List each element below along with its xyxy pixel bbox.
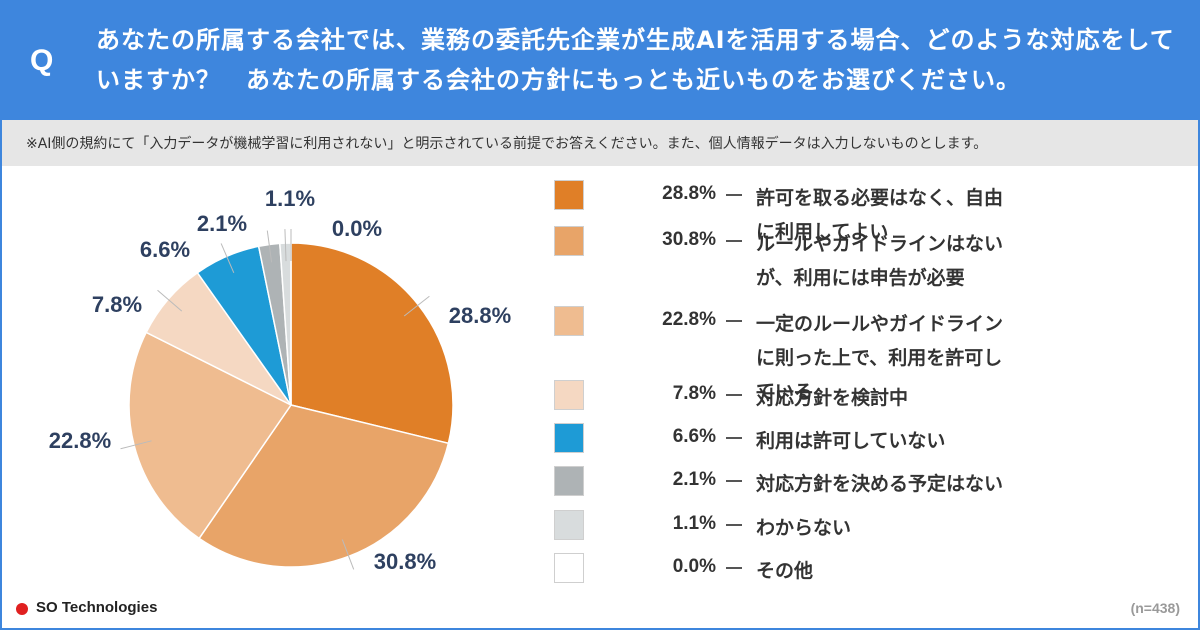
- legend-dash: [726, 437, 742, 439]
- sample-size: (n=438): [1130, 600, 1180, 616]
- legend-dash: [726, 567, 742, 569]
- legend-swatch: [554, 553, 584, 583]
- legend-dash: [726, 394, 742, 396]
- pie-data-label: 0.0%: [332, 216, 382, 241]
- pie-leader-line: [220, 243, 235, 274]
- pie-chart: 28.8% 30.8% 22.8% 7.8% 6.6% 2.1% 1.1% 0.0%: [49, 186, 511, 574]
- legend-dash: [726, 524, 742, 526]
- pie-leader-line: [403, 295, 430, 317]
- logo-text: SO Technologies: [36, 599, 158, 616]
- note-text: ※AI側の規約にて「入力データが機械学習に利用されない」と明示されている前提でお…: [26, 136, 988, 152]
- legend-value: 22.8%: [662, 309, 716, 330]
- legend-value: 6.6%: [672, 426, 716, 447]
- legend-swatch: [554, 306, 584, 336]
- legend-label: 対応方針を決める予定はない: [756, 473, 1004, 495]
- legend-label: わからない: [756, 517, 852, 539]
- pie-leader-line: [120, 440, 152, 450]
- legend-label: 許可を取る必要はなく、自由に利用してよい: [756, 187, 1004, 243]
- legend-label: 利用は許可していない: [756, 430, 946, 452]
- pie-data-label: 2.1%: [197, 211, 247, 236]
- legend-value: 1.1%: [672, 513, 716, 534]
- pie-leader-line: [157, 289, 183, 312]
- q-mark: Q: [30, 44, 54, 77]
- logo-dot-icon: [16, 603, 28, 615]
- legend-label: ルールやガイドラインはないが、利用には申告が必要: [756, 233, 1004, 289]
- question-header: Q あなたの所属する会社では、業務の委託先企業が生成AIを活用する場合、どのよう…: [0, 0, 1200, 120]
- legend-label: その他: [756, 560, 814, 582]
- pie-data-label: 28.8%: [449, 303, 511, 328]
- pie-data-label: 1.1%: [265, 186, 315, 211]
- question-text: あなたの所属する会社では、業務の委託先企業が生成AIを活用する場合、どのような対…: [96, 26, 1175, 94]
- pie-leader-line: [284, 229, 287, 262]
- legend-swatch: [554, 423, 584, 453]
- legend-value: 28.8%: [662, 183, 716, 204]
- pie-data-label: 22.8%: [49, 428, 111, 453]
- note-bar: ※AI側の規約にて「入力データが機械学習に利用されない」と明示されている前提でお…: [2, 120, 1198, 166]
- legend-dash: [726, 320, 742, 322]
- legend-dash: [726, 480, 742, 482]
- legend-swatch: [554, 466, 584, 496]
- pie-data-label: 7.8%: [92, 292, 142, 317]
- legend-swatch: [554, 180, 584, 210]
- legend-swatch: [554, 380, 584, 410]
- legend-label: 対応方針を検討中: [756, 387, 909, 409]
- pie-leader-line: [341, 539, 355, 570]
- legend-value: 2.1%: [672, 469, 716, 490]
- legend-value: 30.8%: [662, 229, 716, 250]
- pie-data-label: 6.6%: [140, 237, 190, 262]
- legend-dash: [726, 194, 742, 196]
- legend-label: 一定のルールやガイドラインに則った上で、利用を許可している: [756, 313, 1004, 403]
- legend-value: 7.8%: [672, 383, 716, 404]
- legend-dash: [726, 240, 742, 242]
- pie-leader-line: [266, 230, 273, 263]
- pie-data-label: 30.8%: [374, 549, 436, 574]
- legend-swatch: [554, 510, 584, 540]
- legend-value: 0.0%: [672, 556, 716, 577]
- legend-swatch: [554, 226, 584, 256]
